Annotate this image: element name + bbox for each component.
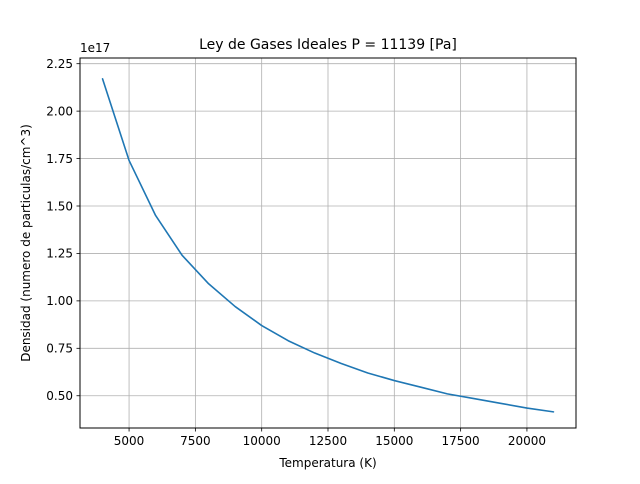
y-tick-label: 1.50 xyxy=(46,199,73,213)
y-tick-label: 1.25 xyxy=(46,247,73,261)
chart-title: Ley de Gases Ideales P = 11139 [Pa] xyxy=(199,37,457,53)
series-line xyxy=(101,78,555,413)
y-tick-label: 2.00 xyxy=(46,104,73,118)
y-tick-label: 0.50 xyxy=(46,389,73,403)
series-layer xyxy=(101,78,555,413)
grid-layer xyxy=(80,58,576,428)
x-tick-label: 12500 xyxy=(309,434,347,448)
tick-layer: 5000 7500 10000 12500 15000 17500 20000 0.50 0.7… xyxy=(46,57,546,448)
x-tick-label: 15000 xyxy=(375,434,413,448)
x-tick-label: 10000 xyxy=(243,434,281,448)
x-tick-label: 7500 xyxy=(180,434,211,448)
y-axis-label: Densidad (numero de particulas/cm^3) xyxy=(19,124,33,362)
x-tick-label: 5000 xyxy=(114,434,145,448)
y-offset-label: 1e17 xyxy=(80,41,110,55)
y-tick-label: 1.75 xyxy=(46,152,73,166)
y-tick-label: 0.75 xyxy=(46,342,73,356)
x-axis-label: Temperatura (K) xyxy=(278,456,376,470)
y-tick-label: 1.00 xyxy=(46,294,73,308)
x-tick-label: 20000 xyxy=(508,434,546,448)
x-tick-label: 17500 xyxy=(442,434,480,448)
y-tick-label: 2.25 xyxy=(46,57,73,71)
